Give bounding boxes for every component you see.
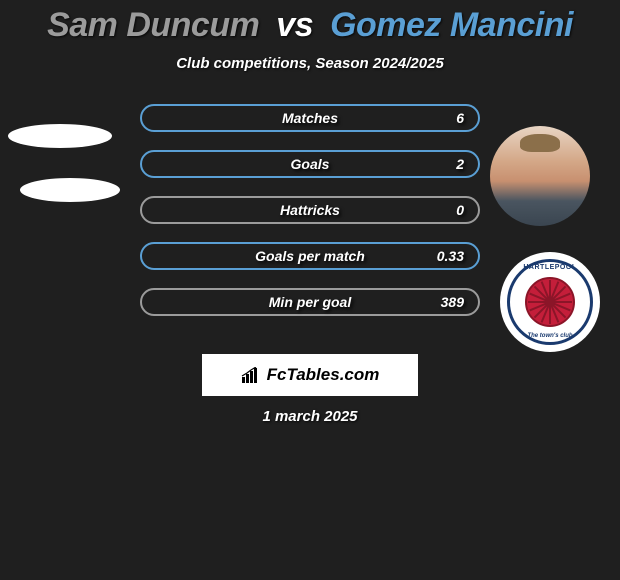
subtitle: Club competitions, Season 2024/2025: [0, 55, 620, 72]
player1-name: Sam Duncum: [47, 6, 259, 44]
player2-photo: [490, 126, 590, 226]
stat-value-right: 6: [456, 110, 464, 126]
brand-chart-icon: [241, 367, 261, 383]
stat-value-right: 2: [456, 156, 464, 172]
stat-value-right: 0: [456, 202, 464, 218]
badge-wheel-icon: [525, 277, 575, 327]
brand-text: FcTables.com: [267, 365, 380, 385]
stat-label: Min per goal: [269, 294, 351, 310]
stat-label: Goals: [291, 156, 330, 172]
vs-text: vs: [276, 6, 313, 44]
player2-name: Gomez Mancini: [330, 6, 573, 44]
brand-box[interactable]: FcTables.com: [202, 354, 418, 396]
player2-club-badge: HARTLEPOOL The town's club: [500, 252, 600, 352]
stat-bar: Goals 2: [140, 150, 480, 178]
stat-label: Goals per match: [255, 248, 365, 264]
stat-bar: Matches 6: [140, 104, 480, 132]
stat-bar: Min per goal 389: [140, 288, 480, 316]
stat-bar: Goals per match 0.33: [140, 242, 480, 270]
stat-value-right: 389: [441, 294, 464, 310]
player1-placeholder-ellipse: [20, 178, 120, 202]
player1-placeholder-ellipse: [8, 124, 112, 148]
badge-text-bottom: The town's club: [510, 333, 590, 339]
comparison-title: Sam Duncum vs Gomez Mancini: [0, 0, 620, 45]
badge-text-top: HARTLEPOOL: [510, 264, 590, 271]
stat-bar: Hattricks 0: [140, 196, 480, 224]
stat-label: Matches: [282, 110, 338, 126]
date-text: 1 march 2025: [0, 408, 620, 425]
stat-label: Hattricks: [280, 202, 340, 218]
stat-value-right: 0.33: [437, 248, 464, 264]
